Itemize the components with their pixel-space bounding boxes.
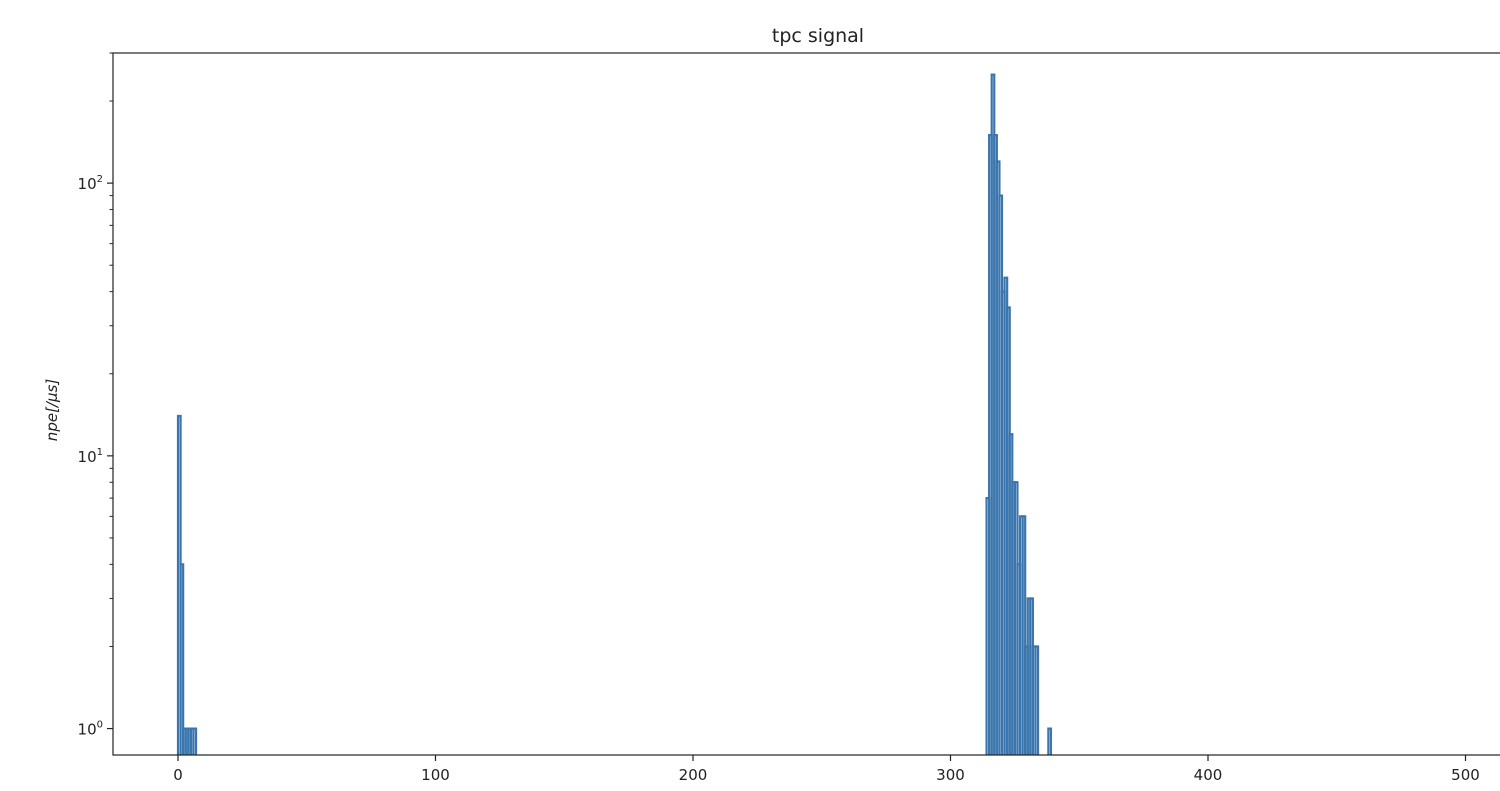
x-tick-label: 0 xyxy=(173,766,183,784)
x-tick-label: 100 xyxy=(421,766,450,784)
x-tick-label: 200 xyxy=(679,766,708,784)
histogram-bin-21 xyxy=(1021,515,1027,755)
y-tick-label: 100 xyxy=(78,720,103,739)
chart-title: tpc signal xyxy=(772,25,864,47)
x-tick-label: 400 xyxy=(1194,766,1223,784)
histogram-bars xyxy=(176,73,1053,755)
histogram-bin-26 xyxy=(1034,645,1040,755)
y-tick-label: 101 xyxy=(78,447,103,466)
histogram-bin-1 xyxy=(179,563,185,755)
x-tick-label: 500 xyxy=(1451,766,1480,784)
histogram-bin-6 xyxy=(192,727,198,755)
y-axis-label: npe[/μs] xyxy=(43,379,61,442)
y-axis: 100 101 102 xyxy=(78,52,113,739)
y-tick-label: 102 xyxy=(78,174,103,193)
plot-frame xyxy=(112,52,1500,756)
x-tick-label: 300 xyxy=(936,766,965,784)
x-axis: 0 100 200 300 400 500 xyxy=(173,755,1480,784)
histogram-bin-27 xyxy=(1047,727,1053,755)
